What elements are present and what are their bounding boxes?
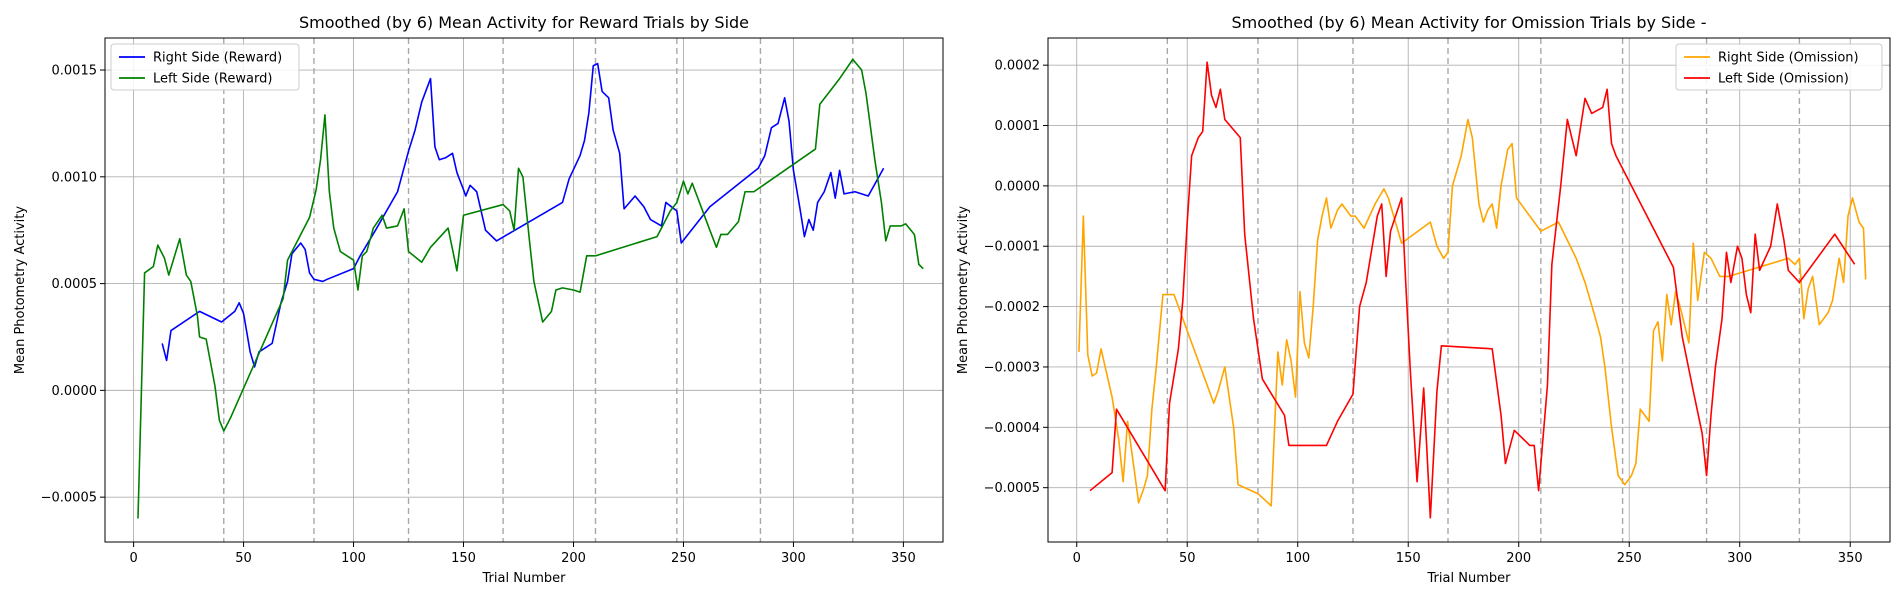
reward-x-tick-label: 0 <box>129 551 137 566</box>
omission-y-tick-label: 0.0000 <box>995 179 1041 194</box>
omission-legend-label: Right Side (Omission) <box>1718 51 1859 66</box>
reward-axes-frame <box>104 37 944 543</box>
reward-x-tick-label: 50 <box>235 551 252 566</box>
omission-x-tick-label: 250 <box>1617 551 1642 566</box>
omission-x-tick-label: 350 <box>1838 551 1863 566</box>
reward-y-tick-label: 0.0015 <box>52 64 98 79</box>
omission-y-tick-label: −0.0005 <box>984 481 1040 496</box>
omission-y-tick-label: −0.0004 <box>984 421 1040 436</box>
omission-y-tick-label: 0.0001 <box>995 119 1041 134</box>
reward-y-tick-label: 0.0000 <box>52 384 98 399</box>
omission-series-right-line <box>1078 118 1867 507</box>
omission-y-tick-label: −0.0001 <box>984 240 1040 255</box>
reward-legend-box <box>110 43 300 91</box>
omission-x-tick-label: 0 <box>1073 551 1081 566</box>
omission-series-left-line <box>1089 61 1856 519</box>
omission-x-tick-label: 200 <box>1506 551 1531 566</box>
reward-chart: Smoothed (by 6) Mean Activity for Reward… <box>13 13 944 586</box>
omission-y-tick-label: −0.0003 <box>984 360 1040 375</box>
reward-x-tick-label: 350 <box>891 551 916 566</box>
reward-y-axis-label: Mean Photometry Activity <box>13 206 28 374</box>
reward-x-tick-label: 150 <box>451 551 476 566</box>
reward-x-tick-label: 300 <box>781 551 806 566</box>
reward-chart-title: Smoothed (by 6) Mean Activity for Reward… <box>299 13 749 32</box>
reward-series-left-line <box>137 58 924 519</box>
omission-x-tick-label: 300 <box>1727 551 1752 566</box>
omission-legend-label: Left Side (Omission) <box>1718 72 1849 87</box>
omission-x-tick-label: 50 <box>1179 551 1196 566</box>
omission-chart: Smoothed (by 6) Mean Activity for Omissi… <box>956 13 1891 586</box>
omission-x-axis-label: Trial Number <box>1427 571 1512 586</box>
omission-y-axis-label: Mean Photometry Activity <box>956 206 971 374</box>
reward-x-tick-label: 250 <box>671 551 696 566</box>
omission-x-tick-label: 100 <box>1285 551 1310 566</box>
omission-legend-box <box>1675 43 1883 91</box>
omission-legend: Right Side (Omission) Left Side (Omission… <box>1675 43 1883 91</box>
omission-x-tick-label: 150 <box>1396 551 1421 566</box>
reward-y-tick-label: 0.0010 <box>52 170 98 185</box>
omission-chart-title: Smoothed (by 6) Mean Activity for Omissi… <box>1231 13 1706 32</box>
reward-x-tick-label: 100 <box>341 551 366 566</box>
reward-x-tick-label: 200 <box>561 551 586 566</box>
omission-y-tick-label: 0.0002 <box>995 59 1041 74</box>
reward-y-tick-label: −0.0005 <box>41 491 97 506</box>
omission-y-tick-label: −0.0002 <box>984 300 1040 315</box>
reward-y-tick-label: 0.0005 <box>52 277 98 292</box>
omission-axes-frame <box>1047 37 1891 543</box>
reward-legend: Right Side (Reward) Left Side (Reward) <box>110 43 300 91</box>
reward-legend-label: Left Side (Reward) <box>153 72 272 87</box>
reward-legend-label: Right Side (Reward) <box>153 51 282 66</box>
reward-x-axis-label: Trial Number <box>482 571 567 586</box>
